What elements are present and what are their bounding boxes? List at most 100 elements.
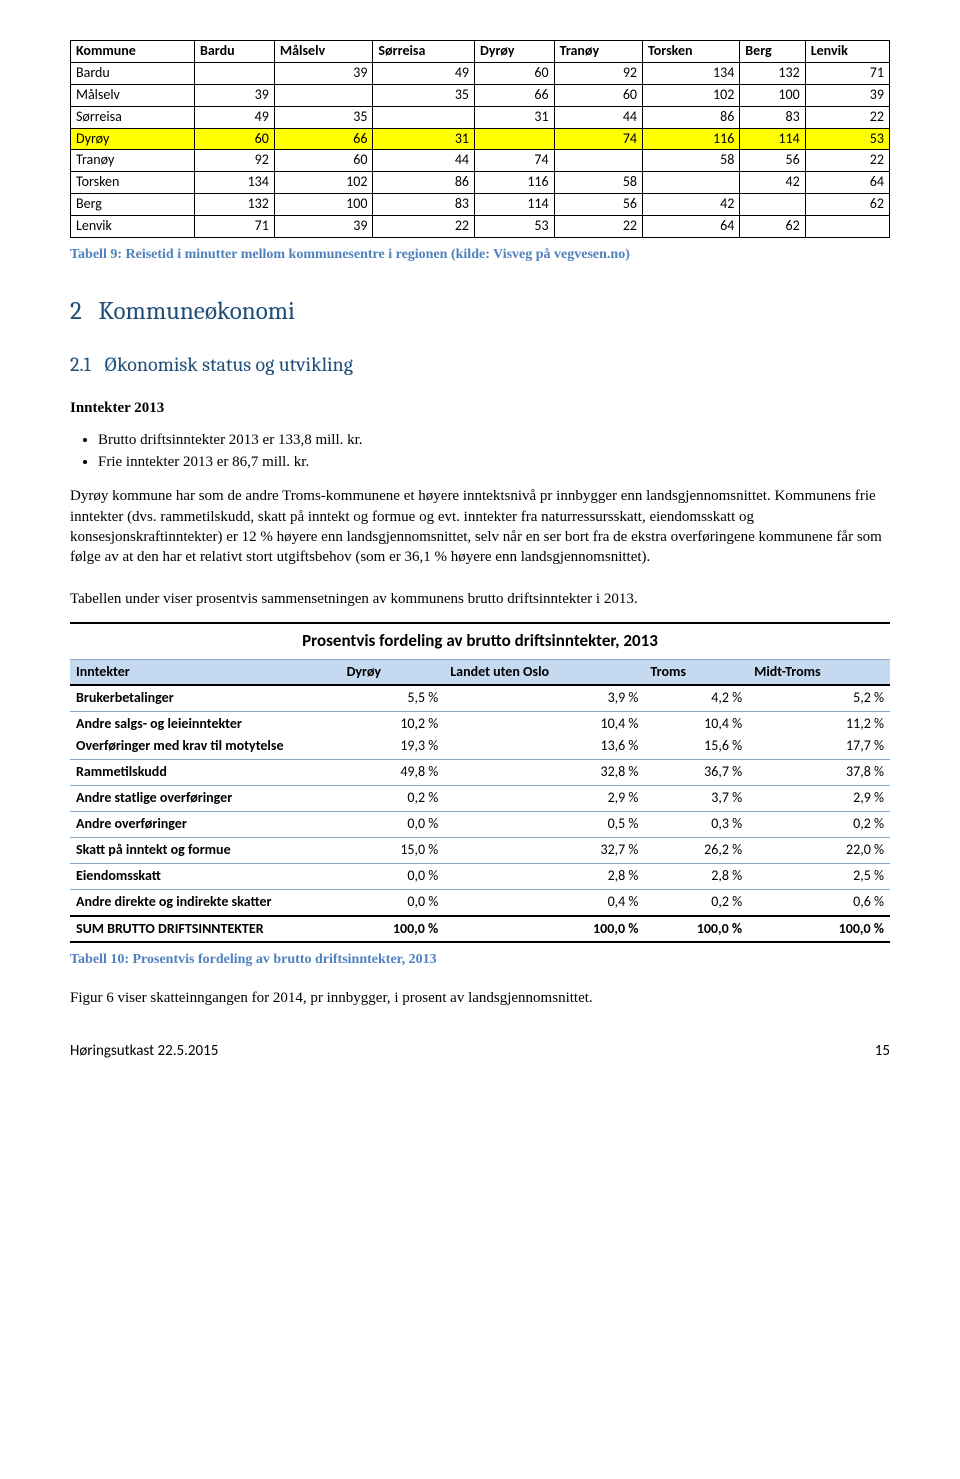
table-cell: 86: [643, 106, 740, 128]
table-cell: 100,0 %: [341, 916, 445, 943]
list-item: Brutto driftsinntekter 2013 er 133,8 mil…: [98, 430, 890, 450]
table-cell: 102: [643, 84, 740, 106]
table-cell: 86: [373, 172, 475, 194]
table-row: Andre statlige overføringer0,2 %2,9 %3,7…: [70, 786, 890, 812]
table-header: Lenvik: [805, 41, 889, 63]
table-row: Tranøy92604474585622: [71, 150, 890, 172]
table-cell: 100,0 %: [748, 916, 890, 943]
table-cell: 100,0 %: [444, 916, 644, 943]
row-label: Andre direkte og indirekte skatter: [70, 889, 341, 915]
row-label: Andre overføringer: [70, 811, 341, 837]
table-row: Torsken13410286116584264: [71, 172, 890, 194]
table-row: Eiendomsskatt0,0 %2,8 %2,8 %2,5 %: [70, 863, 890, 889]
table-cell: 39: [805, 84, 889, 106]
table-cell: 10,4 %: [644, 712, 748, 734]
table-cell: [475, 128, 555, 150]
table-row: Bardu3949609213413271: [71, 62, 890, 84]
table-cell: 64: [643, 216, 740, 238]
table-cell: 11,2 %: [748, 712, 890, 734]
table-cell: 83: [373, 194, 475, 216]
table-header: Tranøy: [554, 41, 642, 63]
table-cell: 22: [805, 150, 889, 172]
row-label: Målselv: [71, 84, 195, 106]
table-cell: 31: [475, 106, 555, 128]
table-cell: 0,4 %: [444, 889, 644, 915]
page-footer: Høringsutkast 22.5.2015 15: [70, 1041, 890, 1061]
row-label: Brukerbetalinger: [70, 685, 341, 711]
table-cell: 49: [195, 106, 275, 128]
table-row: Rammetilskudd49,8 %32,8 %36,7 %37,8 %: [70, 760, 890, 786]
table-cell: 74: [475, 150, 555, 172]
figure-6-text: Figur 6 viser skatteinngangen for 2014, …: [70, 988, 890, 1008]
table-cell: 53: [805, 128, 889, 150]
section-title: Kommuneøkonomi: [98, 297, 295, 326]
table-cell: 114: [740, 128, 805, 150]
subsection-number: 2.1: [70, 353, 91, 376]
table-cell: 74: [554, 128, 642, 150]
row-label: Overføringer med krav til motytelse: [70, 734, 341, 759]
table-cell: 37,8 %: [748, 760, 890, 786]
table-cell: 132: [195, 194, 275, 216]
table-cell: 49: [373, 62, 475, 84]
table-cell: 66: [475, 84, 555, 106]
table-cell: 0,2 %: [644, 889, 748, 915]
table-cell: 100,0 %: [644, 916, 748, 943]
table-cell: 71: [195, 216, 275, 238]
table-header: Midt-Troms: [748, 659, 890, 685]
table-cell: 58: [643, 150, 740, 172]
table-cell: 58: [554, 172, 642, 194]
table-row: Sørreisa49353144868322: [71, 106, 890, 128]
row-label: Andre salgs- og leieinntekter: [70, 712, 341, 734]
table-cell: 13,6 %: [444, 734, 644, 759]
table-cell: 134: [195, 172, 275, 194]
table-row: Overføringer med krav til motytelse19,3 …: [70, 734, 890, 759]
table-cell: [274, 84, 373, 106]
table-header: Troms: [644, 659, 748, 685]
table-cell: 22: [805, 106, 889, 128]
table-header: Kommune: [71, 41, 195, 63]
table-cell: 100: [740, 84, 805, 106]
table-cell: 22,0 %: [748, 837, 890, 863]
row-label: SUM BRUTTO DRIFTSINNTEKTER: [70, 916, 341, 943]
table-cell: 102: [274, 172, 373, 194]
row-label: Dyrøy: [71, 128, 195, 150]
table-cell: 92: [554, 62, 642, 84]
table-cell: 22: [373, 216, 475, 238]
table-cell: 60: [475, 62, 555, 84]
inntekter-heading: Inntekter 2013: [70, 398, 890, 418]
table-cell: 39: [274, 62, 373, 84]
table-cell: 2,5 %: [748, 863, 890, 889]
table-cell: 15,6 %: [644, 734, 748, 759]
table-cell: 2,8 %: [444, 863, 644, 889]
table-cell: 35: [274, 106, 373, 128]
table-row: Skatt på inntekt og formue15,0 %32,7 %26…: [70, 837, 890, 863]
subsection-title: Økonomisk status og utvikling: [104, 353, 353, 376]
table-cell: 44: [554, 106, 642, 128]
table-row: Andre salgs- og leieinntekter10,2 % 10,4 …: [70, 712, 890, 734]
table-cell: 26,2 %: [644, 837, 748, 863]
section-number: 2: [70, 297, 82, 326]
row-label: Lenvik: [71, 216, 195, 238]
page-number: 15: [875, 1041, 890, 1061]
list-item: Frie inntekter 2013 er 86,7 mill. kr.: [98, 452, 890, 472]
table-cell: 53: [475, 216, 555, 238]
table-header: Inntekter: [70, 659, 341, 685]
inntekter-list: Brutto driftsinntekter 2013 er 133,8 mil…: [92, 430, 890, 473]
table-cell: 0,5 %: [444, 811, 644, 837]
table-cell: 5,5 %: [341, 685, 445, 711]
table-cell: 0,2 %: [748, 811, 890, 837]
table-cell: 64: [805, 172, 889, 194]
table-cell: 10,2 %: [341, 712, 445, 734]
table-cell: 39: [195, 84, 275, 106]
row-label: Berg: [71, 194, 195, 216]
table-cell: 0,0 %: [341, 811, 445, 837]
row-label: Bardu: [71, 62, 195, 84]
table-row: Lenvik71392253226462: [71, 216, 890, 238]
table-cell: 132: [740, 62, 805, 84]
table-cell: 62: [805, 194, 889, 216]
table-cell: [195, 62, 275, 84]
table-cell: 116: [475, 172, 555, 194]
table-cell: 19,3 %: [341, 734, 445, 759]
table-header: Berg: [740, 41, 805, 63]
table-cell: 56: [554, 194, 642, 216]
